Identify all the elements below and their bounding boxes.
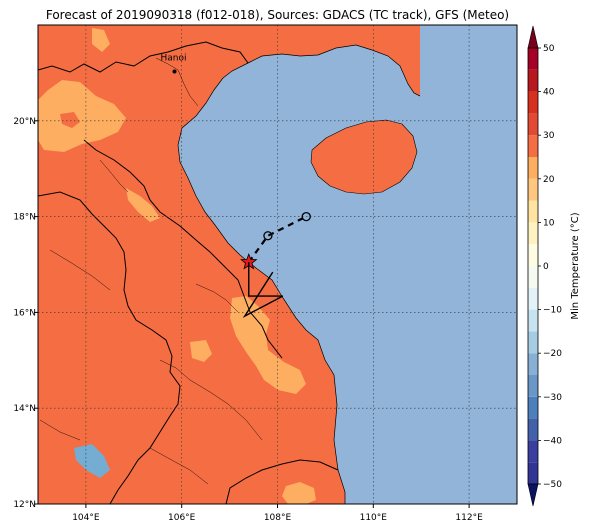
lat-tick-label: 16°N — [13, 308, 36, 318]
colorbar-band — [528, 178, 538, 201]
mild-temperature-zones — [38, 28, 316, 504]
longitude-ticks: 104°E 106°E 108°E 110°E 112°E — [72, 504, 483, 523]
wind-barb — [242, 262, 284, 318]
lat-tick-label: 12°N — [13, 500, 36, 510]
colorbar-band — [528, 157, 538, 179]
colorbar-tick-label: −50 — [543, 480, 562, 490]
coastline — [177, 44, 421, 504]
colorbar-tick-label: −30 — [543, 393, 562, 403]
colorbar-tick-label: −40 — [543, 436, 562, 446]
lon-tick-label: 110°E — [360, 513, 388, 523]
colorbar-tick-label: 0 — [543, 262, 549, 272]
cyclone-forecast-position — [263, 231, 273, 241]
sea-area — [178, 25, 517, 504]
colorbar-band — [528, 266, 538, 288]
colorbar-band — [528, 375, 538, 397]
colorbar-tick-label: 30 — [543, 131, 555, 141]
colorbar-band — [528, 440, 538, 463]
lon-tick-label: 112°E — [455, 513, 483, 523]
lon-tick-label: 108°E — [264, 513, 292, 523]
colorbar-band — [528, 91, 538, 114]
colorbar: −50 −40 −30 −20 −10 0 10 20 30 40 50 — [527, 25, 562, 507]
colorbar-extend-high — [527, 25, 539, 49]
city-marker — [172, 69, 177, 74]
country-borders — [38, 41, 339, 504]
cool-temperature-zones — [60, 112, 110, 478]
lat-tick-label: 18°N — [13, 213, 36, 223]
colorbar-band — [528, 69, 538, 92]
colorbar-tick-label: 20 — [543, 175, 555, 185]
colorbar-band — [528, 48, 538, 70]
lon-tick-label: 104°E — [72, 513, 100, 523]
colorbar-band — [528, 113, 538, 136]
lat-tick-label: 20°N — [13, 117, 36, 127]
wind-barb-shape — [242, 262, 284, 318]
colorbar-tick-label: 40 — [543, 88, 555, 98]
colorbar-band — [528, 396, 538, 419]
colorbar-band — [528, 135, 538, 157]
colorbar-tick-label: 10 — [543, 218, 555, 228]
lon-tick-label: 106°E — [168, 513, 196, 523]
map-title: Forecast of 2019090318 (f012-018), Sourc… — [45, 8, 510, 22]
latitude-ticks: 12°N 14°N 16°N 18°N 20°N — [13, 117, 38, 510]
colorbar-band — [528, 309, 538, 332]
hainan-island — [310, 119, 418, 195]
colorbar-band — [528, 462, 538, 484]
lat-tick-label: 14°N — [13, 404, 36, 414]
colorbar-band — [528, 353, 538, 375]
colorbar-band — [528, 418, 538, 441]
colorbar-extend-low — [527, 483, 539, 507]
colorbar-band — [528, 287, 538, 310]
colorbar-label: Min Temperature (°C) — [570, 212, 581, 319]
map-panel: Hanoi — [38, 25, 517, 504]
cyclone-forecast-position — [301, 211, 311, 222]
colorbar-tick-label: 50 — [543, 44, 555, 54]
colorbar-band — [528, 331, 538, 354]
colorbar-band — [528, 222, 538, 245]
colorbar-tick-label: −10 — [543, 306, 562, 316]
rivers — [39, 57, 263, 485]
colorbar-tick-label: −20 — [543, 349, 562, 359]
city-label: Hanoi — [161, 53, 187, 63]
colorbar-band — [528, 244, 538, 266]
colorbar-band — [528, 200, 538, 223]
